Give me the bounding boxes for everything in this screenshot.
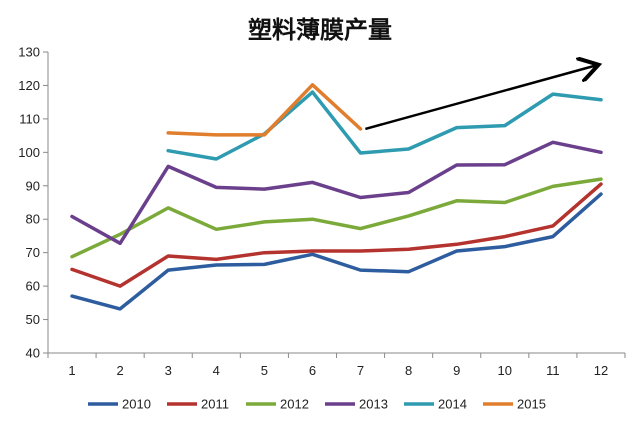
y-tick-label: 100 (18, 145, 40, 160)
legend-label-2010: 2010 (122, 397, 151, 412)
y-tick-label: 50 (26, 312, 40, 327)
legend: 2010 2011 2012 2013 2014 2015 (88, 397, 546, 412)
series-line-2013 (70, 140, 603, 246)
x-tick-label: 12 (594, 363, 608, 378)
y-tick-label: 110 (19, 111, 40, 126)
series-line-2010 (70, 192, 603, 311)
legend-label-2015: 2015 (517, 397, 546, 412)
x-tick-label: 9 (453, 363, 460, 378)
series-line-2012 (70, 177, 603, 259)
series-line-2015 (166, 83, 363, 137)
y-tick-label: 80 (26, 212, 40, 227)
legend-label-2011: 2011 (201, 397, 229, 412)
x-tick-label: 5 (261, 363, 268, 378)
y-tick-label: 90 (26, 178, 40, 193)
y-tick-label: 120 (18, 78, 40, 93)
x-tick-label: 2 (117, 363, 124, 378)
x-tick-label: 3 (165, 363, 172, 378)
y-tick-label: 130 (18, 45, 40, 60)
x-tick-label: 6 (309, 363, 316, 378)
legend-label-2012: 2012 (280, 397, 309, 412)
annotation (365, 65, 596, 131)
y-tick-label: 70 (26, 245, 40, 260)
legend-label-2013: 2013 (359, 397, 388, 412)
legend-label-2014: 2014 (438, 397, 467, 412)
x-tick-label: 7 (357, 363, 364, 378)
series-line-2014 (166, 90, 603, 161)
series-line-2011 (70, 182, 603, 288)
x-tick-label: 1 (68, 363, 75, 378)
series-lines (70, 83, 603, 311)
x-tick-label: 4 (213, 363, 220, 378)
trend-arrow (365, 65, 596, 131)
x-tick-label: 10 (498, 363, 512, 378)
y-tick-label: 60 (26, 279, 40, 294)
x-tick-label: 8 (405, 363, 412, 378)
chart-title: 塑料薄膜产量 (248, 16, 392, 44)
y-tick-label: 40 (26, 346, 40, 361)
x-tick-label: 11 (546, 363, 560, 378)
